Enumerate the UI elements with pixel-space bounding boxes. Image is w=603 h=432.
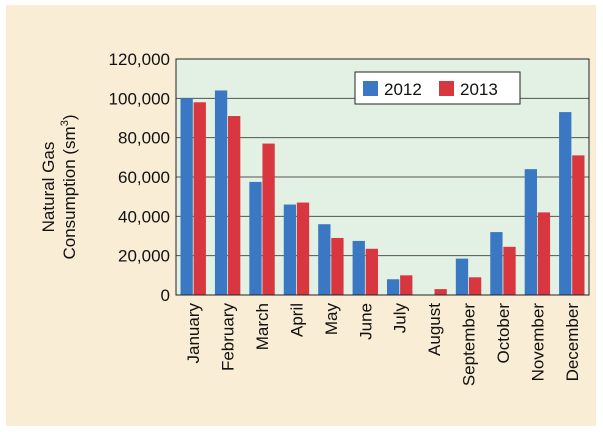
y-tick-label: 20,000 [118, 247, 170, 266]
y-axis-label-main: Consumption (sm [60, 126, 79, 259]
x-tick-label: November [528, 303, 547, 382]
legend-swatch-2012 [363, 81, 378, 96]
x-tick-label: September [460, 303, 479, 386]
x-tick-label: April [288, 303, 307, 337]
x-tick-label: May [322, 303, 341, 336]
x-tick-label: June [356, 303, 375, 340]
bar-2013-june [365, 248, 378, 295]
bar-2012-october [490, 232, 503, 295]
bar-2013-july [400, 275, 413, 295]
bar-2013-september [468, 277, 482, 295]
bar-2013-april [296, 202, 310, 295]
bar-2012-december [559, 112, 572, 295]
y-tick-label: 40,000 [118, 207, 170, 226]
natural-gas-chart: 020,00040,00060,00080,000100,000120,000 … [39, 50, 590, 387]
bar-2012-may [318, 224, 331, 295]
grid-lines [176, 97, 589, 257]
plot-border [175, 58, 590, 296]
legend-label-2013: 2013 [460, 80, 498, 99]
x-tick-label: July [391, 303, 410, 334]
bar-2013-november [537, 212, 551, 295]
y-tick-label: 60,000 [118, 168, 170, 187]
bar-2012-june [352, 240, 365, 295]
x-tick-label: October [494, 303, 513, 364]
y-axis-label-line1: Natural Gas [39, 142, 58, 233]
x-tick-label: March [253, 303, 272, 350]
y-tick-label: 80,000 [118, 129, 170, 148]
legend-swatch-2013 [439, 81, 454, 96]
legend-label-2012: 2012 [384, 80, 422, 99]
bar-2013-october [503, 246, 516, 295]
bar-2013-february [228, 116, 241, 295]
bar-2012-november [524, 169, 537, 295]
bar-2013-march [262, 143, 275, 295]
y-tick-label: 120,000 [109, 50, 170, 69]
bars [180, 90, 585, 296]
bar-2013-january [193, 102, 206, 296]
bar-2012-september [455, 258, 469, 295]
x-tick-label: January [184, 303, 203, 364]
bar-2012-february [214, 90, 228, 295]
x-tick-label: December [563, 303, 582, 382]
bar-2013-august [434, 289, 447, 295]
y-axis-label-close: ) [60, 114, 79, 120]
x-tick-labels: January February March April May June July Augu… [184, 303, 582, 387]
y-axis-label-line2: Consumption (sm3) [59, 114, 79, 259]
plot-frame [175, 58, 590, 296]
y-tick-label: 100,000 [109, 89, 170, 108]
legend-box [354, 71, 521, 105]
x-tick-label: February [219, 303, 238, 372]
bar-2013-may [331, 237, 344, 295]
y-axis-label-superscript: 3 [59, 120, 71, 126]
legend: 2012 2013 [354, 71, 521, 105]
chart-frame: 0 20,000 40,000 60,000 80,000 100,000 120,000 … [6, 5, 596, 426]
bar-2012-july [387, 279, 400, 295]
bar-2012-january [180, 98, 193, 295]
y-tick-labels: 0 20,000 40,000 60,000 80,000 100,000 120,000 [109, 50, 170, 305]
x-tick-label: August [425, 303, 444, 356]
y-tick-label: 0 [161, 286, 170, 305]
bar-2013-december [572, 155, 585, 295]
bar-2012-april [283, 204, 297, 295]
bar-2012-march [249, 181, 262, 295]
